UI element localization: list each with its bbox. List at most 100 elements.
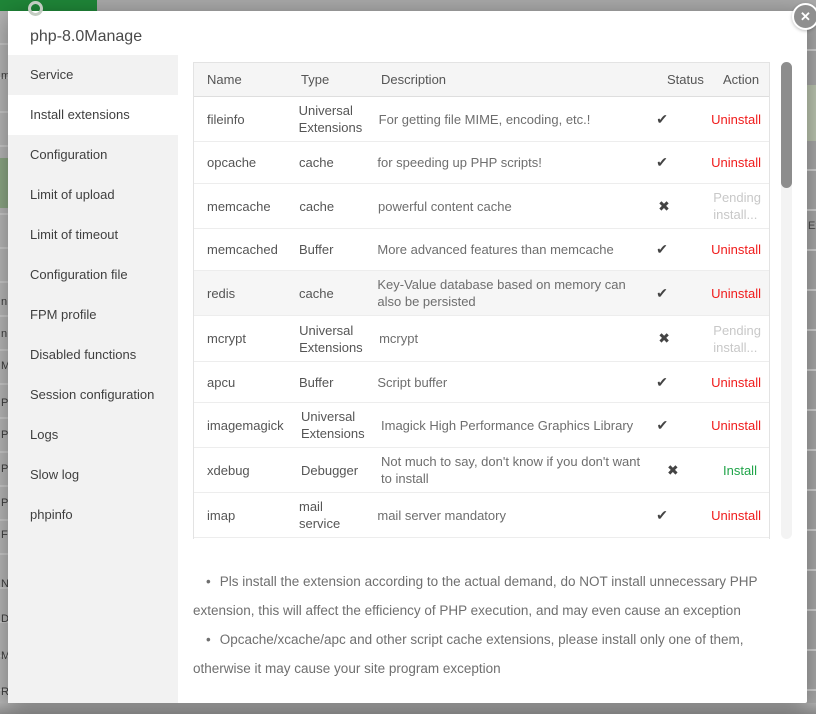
uninstall-link[interactable]: Uninstall <box>711 111 761 127</box>
table-scrollbar-thumb[interactable] <box>781 62 792 188</box>
background-text-fragment: M <box>1 650 8 662</box>
extension-description: Not much to say, don't know if you don't… <box>381 454 641 486</box>
background-green-row <box>0 158 8 208</box>
install-link[interactable]: Install <box>723 462 757 478</box>
sidebar-item-configuration-file[interactable]: Configuration file <box>30 267 128 282</box>
status-ok-check-icon: ✔ <box>656 284 668 301</box>
extension-name: memcache <box>207 198 271 214</box>
status-ok-check-icon: ✔ <box>656 241 668 257</box>
table-scrollbar-track[interactable] <box>781 62 792 539</box>
bullet-icon: • <box>206 574 211 589</box>
table-row: fileinfo Universal Extensions For gettin… <box>194 97 769 142</box>
sidebar-item-service[interactable]: Service <box>30 67 74 82</box>
extension-name: opcache <box>207 155 257 170</box>
extensions-table-viewport: Name Type Description Status Action file… <box>193 62 770 539</box>
extension-type: Buffer <box>299 374 334 390</box>
background-topbar <box>0 0 816 11</box>
dialog-sidebar: Service Install extensions Configuration Li… <box>8 55 178 703</box>
uninstall-link[interactable]: Uninstall <box>711 417 761 433</box>
extensions-table: Name Type Description Status Action file… <box>193 62 770 539</box>
sidebar-item-limit-of-timeout[interactable]: Limit of timeout <box>30 227 119 242</box>
extension-description: mcrypt <box>379 331 419 346</box>
column-header-type: Type <box>301 72 330 87</box>
extension-type: cache <box>299 155 334 170</box>
table-row: opcache cache for speeding up PHP script… <box>194 142 769 184</box>
sidebar-item-fpm-profile[interactable]: FPM profile <box>30 307 97 322</box>
sidebar-item-disabled-functions[interactable]: Disabled functions <box>30 347 137 362</box>
background-green-row <box>807 85 816 141</box>
status-not-installed-cross-icon: ✖ <box>658 330 670 346</box>
table-row: apcu Buffer Script buffer ✔ Uninstall <box>194 362 769 403</box>
extension-name: imap <box>207 507 236 523</box>
background-text-fragment: M <box>1 360 8 372</box>
status-ok-check-icon: ✔ <box>656 416 669 433</box>
background-text-fragment: D <box>1 613 8 625</box>
bullet-icon: • <box>206 632 211 647</box>
column-header-status: Status <box>667 72 704 87</box>
extension-type: Universal Extensions <box>299 322 363 355</box>
dialog-header: php-8.0Manage <box>8 11 807 55</box>
background-nav-green <box>0 0 97 13</box>
background-bottom-strip <box>0 703 816 714</box>
table-row: imap mail service mail server mandatory … <box>194 493 769 538</box>
sidebar-item-limit-of-upload[interactable]: Limit of upload <box>30 187 115 202</box>
extension-type: cache <box>299 285 334 301</box>
extension-description: Key-Value database based on memory can a… <box>377 277 626 309</box>
extension-description: for speeding up PHP scripts! <box>377 155 542 170</box>
note-line: • Pls install the extension according to … <box>193 567 793 625</box>
close-icon[interactable]: ✕ <box>792 3 816 30</box>
extension-description: powerful content cache <box>378 198 512 214</box>
sidebar-item-logs[interactable]: Logs <box>30 427 59 442</box>
background-text-fragment: n <box>1 296 8 308</box>
uninstall-link[interactable]: Uninstall <box>711 285 761 301</box>
extension-description: Imagick High Performance Graphics Librar… <box>381 417 634 433</box>
table-row: imagemagick Universal Extensions Imagick… <box>194 403 769 448</box>
table-row: redis cache Key-Value database based on … <box>194 271 769 316</box>
background-text-fragment: m <box>1 70 8 82</box>
status-ok-check-icon: ✔ <box>656 373 668 390</box>
sidebar-item-session-configuration[interactable]: Session configuration <box>30 387 155 402</box>
sidebar-item-install-extensions[interactable]: Install extensions <box>8 95 178 135</box>
sidebar-item-configuration[interactable]: Configuration <box>30 147 108 162</box>
column-header-action: Action <box>723 72 760 87</box>
background-text-fragment: Pl <box>1 397 8 409</box>
status-not-installed-cross-icon: ✖ <box>658 197 670 214</box>
php-manage-dialog: php-8.0Manage ✕ Service Install extension… <box>8 3 816 703</box>
dialog-title: php-8.0Manage <box>30 28 143 45</box>
background-text-fragment: Re <box>1 686 8 698</box>
background-text-fragment: Ex <box>808 220 816 232</box>
install-notes: • Pls install the extension according to … <box>193 567 793 683</box>
note-line: • Opcache/xcache/apc and other script cac… <box>193 625 793 683</box>
background-left-strip: m n n M Pl Pl Pl Pu Fa N D M Re <box>0 11 8 703</box>
background-text-fragment: n <box>1 328 8 340</box>
table-header-row: Name Type Description Status Action <box>194 63 769 97</box>
sidebar-item-phpinfo[interactable]: phpinfo <box>30 507 73 522</box>
extension-description: mail server mandatory <box>377 507 506 523</box>
pending-link: Pending install... <box>713 322 761 355</box>
pending-link: Pending install... <box>713 190 761 222</box>
table-row: memcache cache powerful content cache ✖ … <box>194 184 769 229</box>
extension-type: cache <box>299 198 335 214</box>
note-text: Pls install the extension according to t… <box>193 574 758 618</box>
table-row: mcrypt Universal Extensions mcrypt ✖ Pen… <box>194 316 769 362</box>
table-body: fileinfo Universal Extensions For gettin… <box>194 97 769 538</box>
status-ok-check-icon: ✔ <box>656 506 668 523</box>
background-text-fragment: N <box>1 578 8 590</box>
extension-name: xdebug <box>207 462 250 478</box>
status-not-installed-cross-icon: ✖ <box>667 461 679 478</box>
table-row: memcached Buffer More advanced features … <box>194 229 769 271</box>
extension-type: Universal Extensions <box>298 103 363 135</box>
column-header-name: Name <box>207 72 242 87</box>
status-ok-check-icon: ✔ <box>656 154 668 170</box>
column-header-description: Description <box>381 72 447 87</box>
background-right-strip: Ex <box>807 11 816 703</box>
uninstall-link[interactable]: Uninstall <box>711 374 761 390</box>
search-ring-icon <box>28 1 43 16</box>
note-text: Opcache/xcache/apc and other script cach… <box>193 632 744 676</box>
extension-type: Universal Extensions <box>301 409 365 441</box>
uninstall-link[interactable]: Uninstall <box>711 155 761 170</box>
uninstall-link[interactable]: Uninstall <box>711 507 761 523</box>
uninstall-link[interactable]: Uninstall <box>711 242 761 257</box>
sidebar-item-slow-log[interactable]: Slow log <box>30 467 80 482</box>
extension-name: imagemagick <box>207 417 284 433</box>
